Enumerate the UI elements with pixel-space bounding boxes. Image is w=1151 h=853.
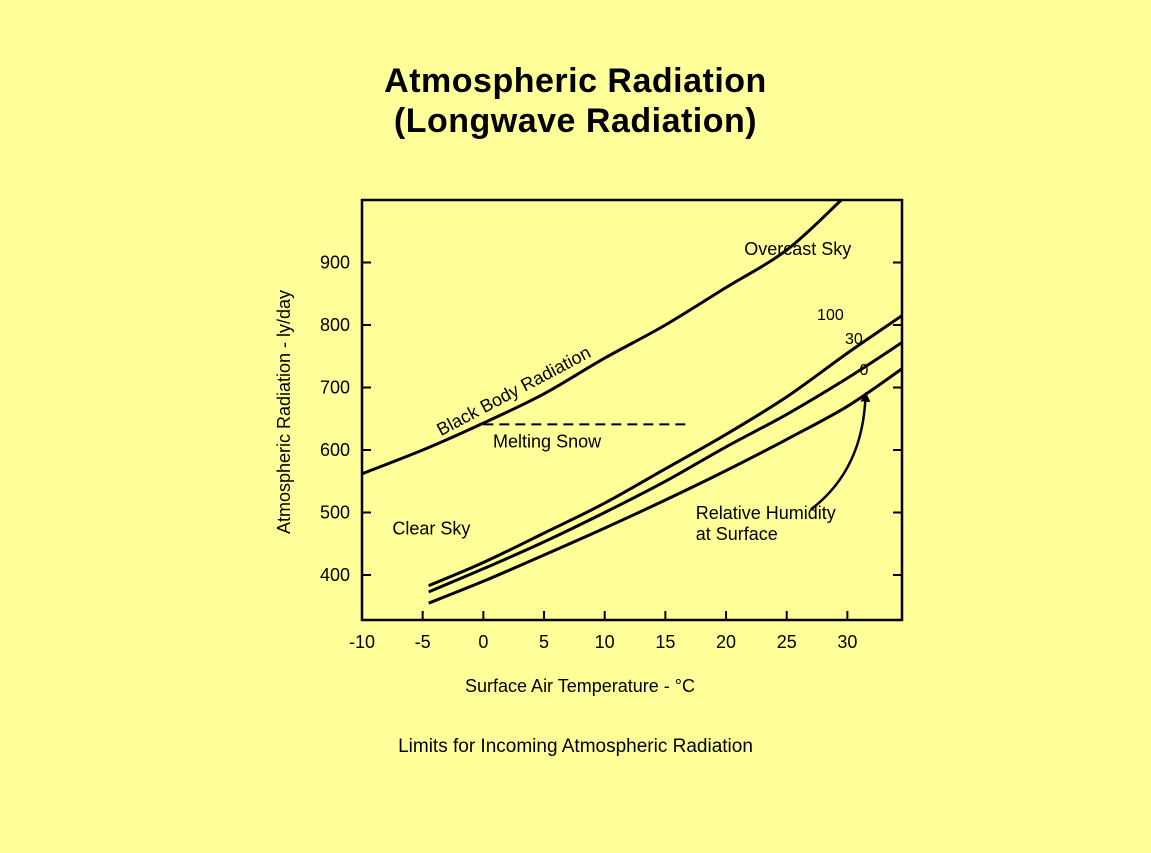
y-tick-label: 500 [320, 503, 350, 523]
x-tick-label: 25 [777, 632, 797, 652]
x-tick-label: 0 [478, 632, 488, 652]
annotation-clear-sky: Clear Sky [392, 518, 470, 538]
plot-frame [362, 200, 902, 620]
y-tick-label: 900 [320, 253, 350, 273]
axis-ticks: -10 -5 0 5 10 15 20 25 30 400 500 600 700 800 900 [320, 253, 902, 653]
y-axis-label: Atmospheric Radiation - ly/day [274, 290, 294, 534]
x-axis-label: Surface Air Temperature - °C [465, 676, 695, 696]
x-tick-label: 20 [716, 632, 736, 652]
y-tick-label: 700 [320, 378, 350, 398]
y-tick-label: 400 [320, 565, 350, 585]
series-layer [362, 200, 902, 603]
series-label-30: 30 [845, 331, 863, 348]
x-tick-label: 15 [655, 632, 675, 652]
x-tick-label: -10 [349, 632, 375, 652]
x-tick-label: 30 [837, 632, 857, 652]
series-label-100: 100 [817, 307, 844, 324]
x-tick-label: 5 [539, 632, 549, 652]
series-label-0: 0 [860, 362, 869, 379]
x-tick-label: -5 [415, 632, 431, 652]
x-tick-label: 10 [595, 632, 615, 652]
y-tick-label: 800 [320, 315, 350, 335]
chart-caption: Limits for Incoming Atmospheric Radiatio… [0, 736, 1151, 758]
annotation-overcast-sky: Overcast Sky [744, 239, 851, 259]
annotation-at-surface: at Surface [696, 524, 778, 544]
y-tick-label: 600 [320, 440, 350, 460]
annotation-melting-snow: Melting Snow [493, 432, 602, 452]
